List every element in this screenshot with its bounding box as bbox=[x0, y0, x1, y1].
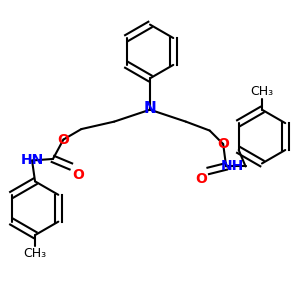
Text: O: O bbox=[58, 133, 69, 146]
Text: CH₃: CH₃ bbox=[250, 85, 274, 98]
Text: O: O bbox=[217, 137, 229, 151]
Text: N: N bbox=[144, 101, 156, 116]
Text: O: O bbox=[72, 168, 84, 182]
Text: CH₃: CH₃ bbox=[23, 247, 46, 260]
Text: HN: HN bbox=[20, 154, 44, 167]
Text: NH: NH bbox=[221, 159, 244, 173]
Text: O: O bbox=[195, 172, 207, 186]
